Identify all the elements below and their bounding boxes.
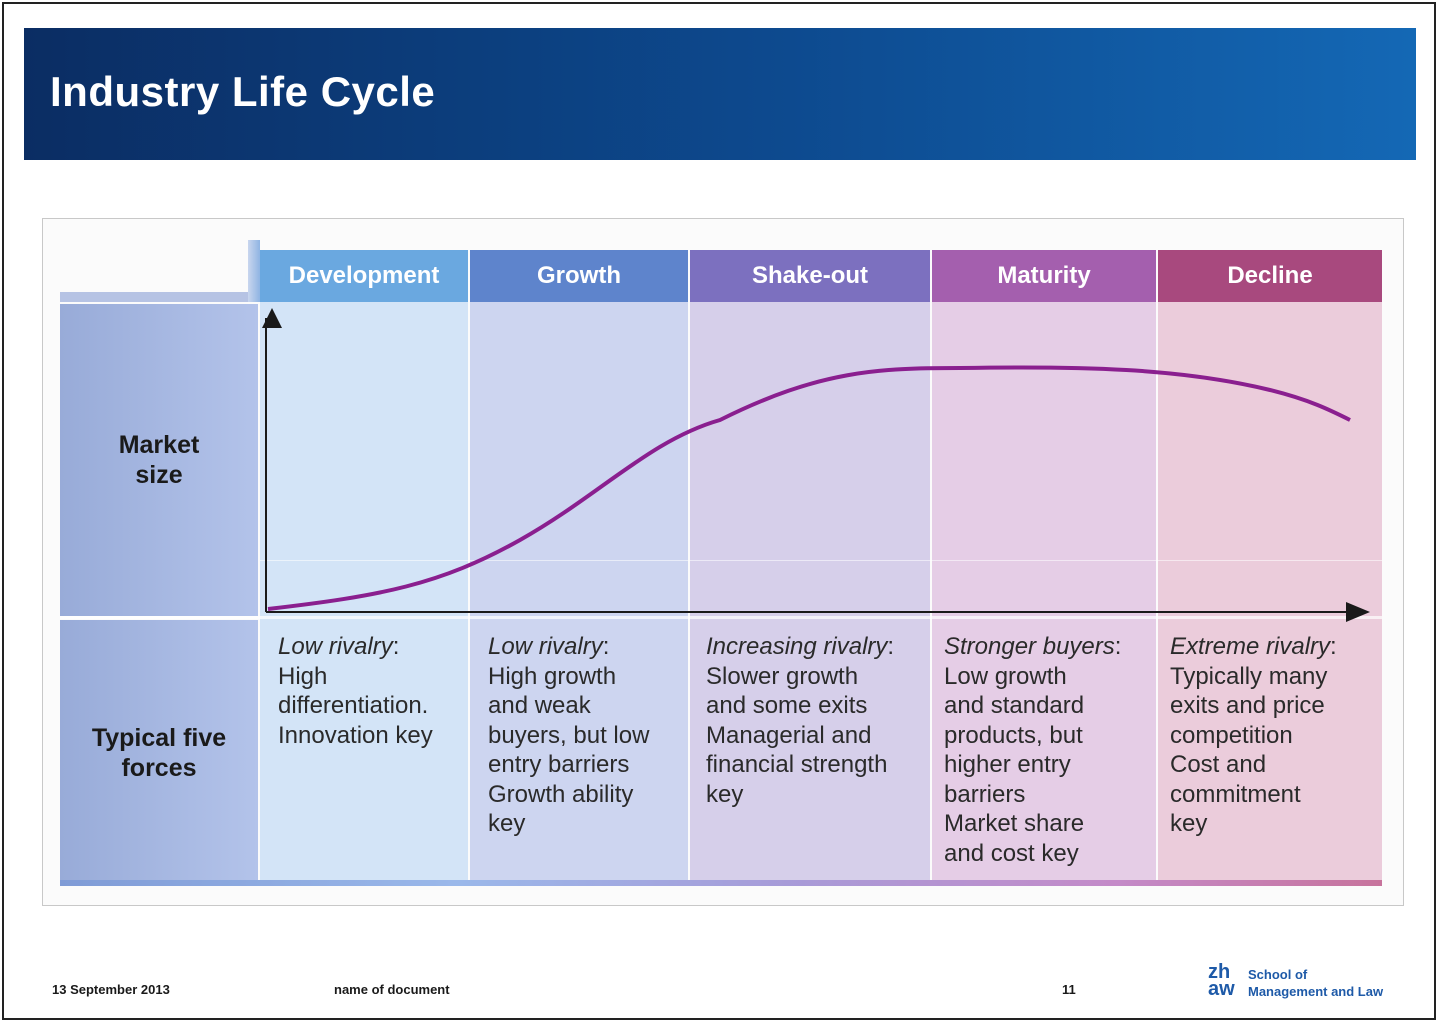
header-corner bbox=[60, 292, 258, 302]
logo-text: School of Management and Law bbox=[1248, 966, 1383, 1000]
desc-line: higher entry bbox=[944, 751, 1071, 778]
row-label-five-forces: Typical five forces bbox=[60, 620, 258, 886]
desc-line: and standard bbox=[944, 692, 1085, 719]
header-edge bbox=[248, 240, 260, 302]
desc-line: High growth bbox=[488, 662, 617, 690]
school-logo: zh aw School of Management and Law bbox=[1208, 961, 1418, 1004]
rivalry-label: Low rivalry bbox=[488, 633, 603, 660]
grid-line bbox=[260, 560, 1382, 561]
desc-line: entry barriers bbox=[488, 751, 630, 778]
zhaw-mark: zh aw bbox=[1208, 961, 1242, 1000]
desc-line: barriers bbox=[944, 780, 1026, 808]
rivalry-label: Low rivalry bbox=[278, 633, 393, 660]
stage-header-maturity: Maturity bbox=[932, 250, 1156, 302]
desc-line: Growth ability bbox=[488, 780, 634, 808]
footer-page-number: 11 bbox=[1062, 982, 1076, 997]
row-divider bbox=[60, 616, 1382, 619]
desc-line: exits and price bbox=[1170, 692, 1325, 719]
stage-header-growth: Growth bbox=[470, 250, 688, 302]
table-bottom-edge bbox=[60, 880, 1382, 886]
stage-column-growth bbox=[470, 302, 688, 886]
footer-document: name of document bbox=[334, 982, 450, 997]
row-label-market-size-text: Market size bbox=[118, 431, 200, 489]
desc-line: competition bbox=[1170, 721, 1293, 749]
desc-line: differentiation. bbox=[278, 692, 429, 719]
desc-line: Cost and bbox=[1170, 751, 1267, 778]
row-label-five-forces-text: Typical five forces bbox=[91, 724, 227, 782]
desc-line: key bbox=[488, 810, 526, 837]
desc-line: Innovation key bbox=[278, 721, 433, 749]
desc-line: Managerial and bbox=[706, 721, 872, 749]
desc-line: commitment bbox=[1170, 780, 1301, 808]
logo-mark-top: zh bbox=[1208, 961, 1231, 983]
stage-header-decline: Decline bbox=[1158, 250, 1382, 302]
desc-line: Market share bbox=[944, 810, 1085, 837]
forces-cell-development: Low rivalry: High differentiation. Innov… bbox=[278, 633, 433, 749]
desc-line: financial strength bbox=[706, 751, 888, 778]
desc-line: products, but bbox=[944, 721, 1083, 749]
title-bar bbox=[24, 28, 1416, 160]
lifecycle-curve bbox=[267, 365, 1351, 611]
rivalry-label: Increasing rivalry bbox=[706, 633, 888, 660]
stage-column-shake-out bbox=[690, 302, 930, 886]
desc-line: key bbox=[1170, 810, 1208, 837]
forces-cell-maturity: Stronger buyers: Low growth and standard… bbox=[944, 633, 1122, 867]
desc-line: and weak bbox=[488, 692, 591, 719]
desc-line: and cost key bbox=[944, 839, 1079, 867]
rivalry-label: Stronger buyers bbox=[944, 633, 1115, 660]
logo-line-2: Management and Law bbox=[1248, 984, 1384, 999]
logo-mark-bottom: aw bbox=[1208, 978, 1235, 1000]
desc-line: Slower growth bbox=[706, 662, 859, 690]
stage-column-maturity bbox=[932, 302, 1156, 886]
forces-cell-decline: Extreme rivalry: Typically many exits an… bbox=[1170, 633, 1337, 837]
desc-line: Typically many bbox=[1170, 662, 1328, 690]
stage-header-development: Development bbox=[260, 250, 468, 302]
logo-line-1: School of bbox=[1248, 967, 1308, 982]
stage-column-decline bbox=[1158, 302, 1382, 886]
slide-title: Industry Life Cycle bbox=[50, 68, 436, 115]
row-label-market-size: Market size bbox=[60, 304, 258, 616]
desc-line: buyers, but low bbox=[488, 721, 650, 749]
desc-line: High bbox=[278, 662, 328, 690]
desc-line: Low growth bbox=[944, 662, 1067, 690]
rivalry-label: Extreme rivalry bbox=[1170, 633, 1331, 660]
forces-cell-growth: Low rivalry: High growth and weak buyers… bbox=[488, 633, 650, 837]
desc-line: key bbox=[706, 780, 744, 808]
desc-line: and some exits bbox=[706, 692, 868, 719]
footer-date: 13 September 2013 bbox=[52, 982, 170, 997]
forces-cell-shake-out: Increasing rivalry: Slower growth and so… bbox=[706, 633, 895, 808]
stage-header-shake-out: Shake-out bbox=[690, 250, 930, 302]
